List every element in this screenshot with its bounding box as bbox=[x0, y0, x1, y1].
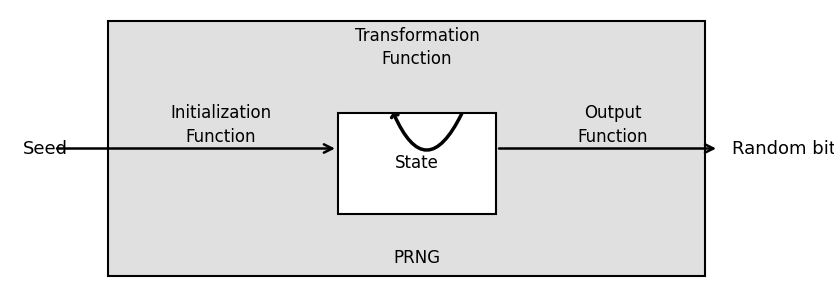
Bar bbox=[108, 21, 705, 276]
Text: Seed: Seed bbox=[23, 140, 68, 157]
Text: PRNG: PRNG bbox=[394, 249, 440, 267]
Text: Output
Function: Output Function bbox=[578, 104, 648, 146]
Text: Random bits: Random bits bbox=[731, 140, 834, 157]
Bar bbox=[338, 113, 496, 214]
Text: Initialization
Function: Initialization Function bbox=[170, 104, 272, 146]
Text: State: State bbox=[395, 154, 439, 172]
Text: Transformation
Function: Transformation Function bbox=[354, 27, 480, 68]
